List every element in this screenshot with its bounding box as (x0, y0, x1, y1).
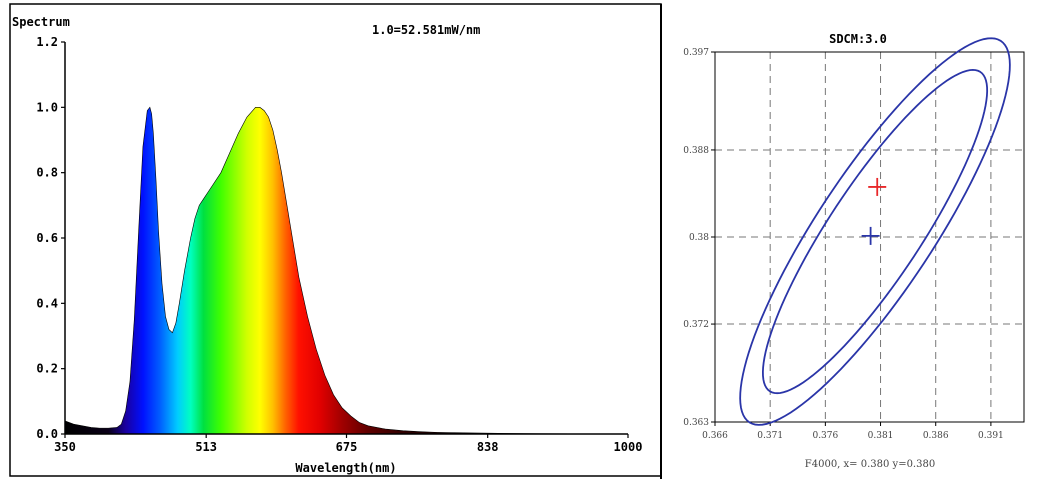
y-tick-label: 1.0 (36, 100, 58, 114)
x-tick-label: 350 (54, 440, 76, 454)
y-tick-label: 0.4 (36, 296, 58, 310)
spectrum-area (64, 106, 629, 435)
sdcm-plot-frame (714, 51, 1025, 423)
sdcm-x-tick-label: 0.366 (702, 431, 728, 441)
spectrum-fill-layer (64, 106, 629, 435)
y-tick-label: 1.2 (36, 35, 58, 49)
sdcm-y-tick-label: 0.363 (683, 418, 709, 428)
sdcm-title: SDCM:3.0 (829, 32, 887, 46)
sdcm-x-ticks: 0.366 0.371 0.376 0.381 0.386 0.391 (702, 422, 1004, 441)
x-tick-label: 838 (477, 440, 499, 454)
sdcm-y-tick-label: 0.38 (689, 233, 709, 243)
y-tick-label: 0.8 (36, 166, 58, 180)
y-tick-label: 0.6 (36, 231, 58, 245)
y-tick-label: 0.0 (36, 427, 58, 441)
sdcm-x-tick-label: 0.386 (923, 431, 949, 441)
red-plus-marker (868, 177, 887, 196)
sdcm-x-tick-label: 0.391 (978, 431, 1004, 441)
sdcm-x-tick-label: 0.376 (812, 431, 838, 441)
sdcm-x-tick-label: 0.371 (757, 431, 783, 441)
inner-ellipse (761, 69, 989, 395)
sdcm-markers (861, 177, 887, 245)
sdcm-y-ticks: 0.363 0.372 0.38 0.388 0.397 (683, 48, 715, 428)
sdcm-ellipses (739, 37, 1011, 426)
sdcm-grid (715, 52, 1024, 422)
sdcm-y-tick-label: 0.372 (683, 320, 709, 330)
spectrum-y-ticks: 0.0 0.2 0.4 0.6 0.8 1.0 1.2 (36, 35, 65, 441)
x-tick-label: 675 (336, 440, 358, 454)
sdcm-y-tick-label: 0.397 (683, 48, 709, 58)
sdcm-y-tick-label: 0.388 (683, 146, 709, 156)
y-tick-label: 0.2 (36, 362, 58, 376)
x-tick-label: 513 (195, 440, 217, 454)
spectrum-title: Spectrum (12, 15, 70, 29)
x-tick-label: 1000 (614, 440, 643, 454)
spectrum-annotation: 1.0=52.581mW/nm (372, 23, 480, 37)
spectrum-x-ticks: 350 513 675 838 1000 (54, 434, 642, 454)
blue-plus-marker (861, 226, 880, 245)
outer-ellipse (739, 37, 1011, 426)
spectrum-x-axis-label: Wavelength(nm) (295, 461, 396, 475)
sdcm-x-tick-label: 0.381 (868, 431, 894, 441)
sdcm-x-axis-label: F4000, x= 0.380 y=0.380 (805, 459, 935, 470)
spectrum-chart: Spectrum 1.0=52.581mW/nm 0.0 0.2 0.4 0.6 0.8… (12, 15, 642, 475)
